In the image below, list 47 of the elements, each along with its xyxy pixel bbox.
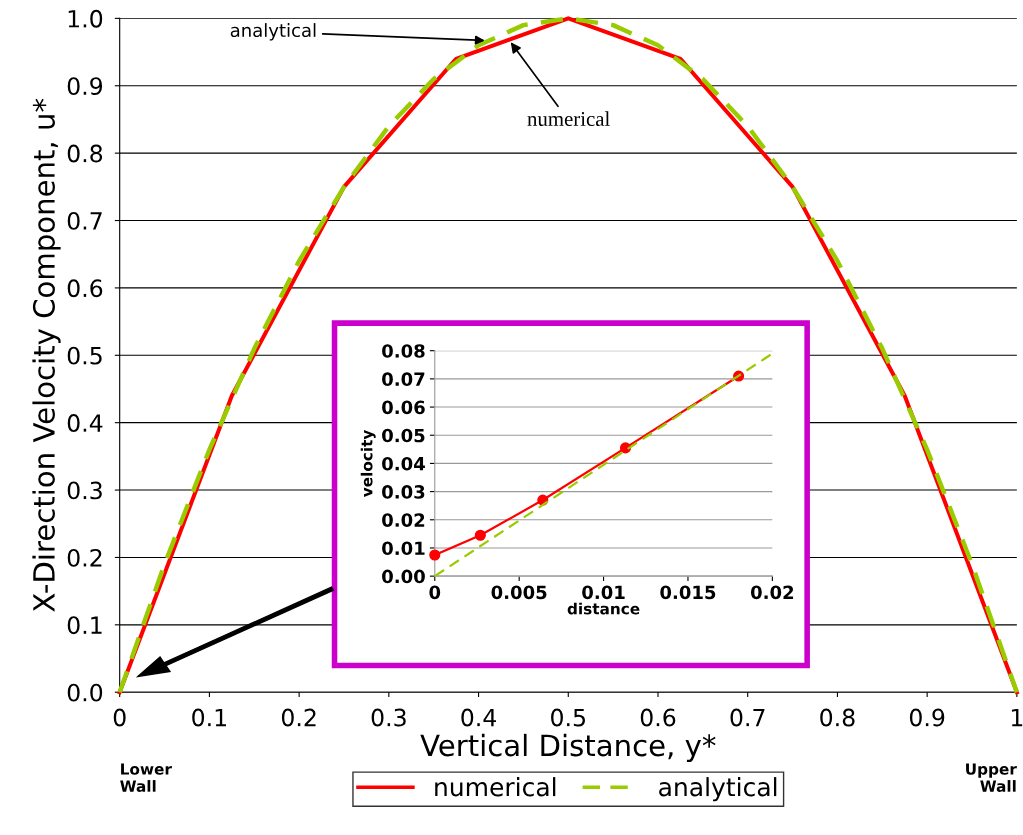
annotation: numerical <box>527 111 610 127</box>
x-tick-label: 0.005 <box>491 585 547 600</box>
y-tick-label: 1.0 <box>68 9 103 28</box>
legend-label: analytical <box>659 777 777 802</box>
y-tick-label: 0.2 <box>67 548 102 567</box>
y-tick-label: 0.4 <box>67 414 103 432</box>
y-tick-label: 0.03 <box>382 485 425 499</box>
y-tick-label: 0.1 <box>67 616 102 635</box>
x-tick-label: 0.015 <box>660 585 716 600</box>
x-tick-label: 0.2 <box>281 708 316 727</box>
y-tick-label: 0.01 <box>382 541 425 556</box>
y-tick-label: 0.3 <box>67 481 102 500</box>
y-tick-label: 0.08 <box>382 344 425 358</box>
y-tick-label: 0.8 <box>67 144 103 163</box>
annotation: analytical <box>230 23 316 41</box>
y-tick-label: 0.0 <box>67 683 103 702</box>
y-tick-label: 0.9 <box>67 77 103 96</box>
y-tick-label: 0.05 <box>382 428 425 443</box>
y-tick-label: 0.5 <box>67 346 102 365</box>
x-tick-label: 0.01 <box>582 585 625 600</box>
x-tick-label: 0.8 <box>820 708 855 727</box>
x-tick-label: 0.5 <box>551 708 585 727</box>
point <box>429 549 441 561</box>
x-tick-label: 0.9 <box>909 708 945 727</box>
y-tick-label: 0.6 <box>67 279 103 298</box>
y-tick-label: 0.02 <box>382 513 425 527</box>
y-tick-label: 0.07 <box>382 372 425 386</box>
y-tick-label: 0.00 <box>382 569 425 584</box>
text: Upper Wall <box>966 763 1017 792</box>
x-tick-label: 0 <box>429 585 441 600</box>
y-tick-label: 0.04 <box>382 456 425 471</box>
x-tick-label: 0.7 <box>730 708 765 727</box>
legend-label: numerical <box>435 777 556 797</box>
y-axis-title: X-Direction Velocity Component, u* <box>32 98 61 612</box>
x-tick-label: 0.4 <box>461 708 497 727</box>
x-tick-label: 0 <box>113 708 126 727</box>
text: Lower Wall <box>120 763 172 792</box>
x-tick-label: 1 <box>1011 708 1023 727</box>
y-axis-title: velocity <box>360 429 376 497</box>
point <box>474 529 486 541</box>
y-tick-label: 0.06 <box>382 400 425 415</box>
x-tick-label: 0.02 <box>750 585 794 600</box>
x-tick-label: 0.1 <box>192 708 226 727</box>
y-tick-label: 0.7 <box>67 211 102 230</box>
x-tick-label: 0.6 <box>640 708 676 727</box>
x-axis-title: distance <box>567 602 640 615</box>
x-axis-title: Vertical Distance, y* <box>420 733 716 763</box>
